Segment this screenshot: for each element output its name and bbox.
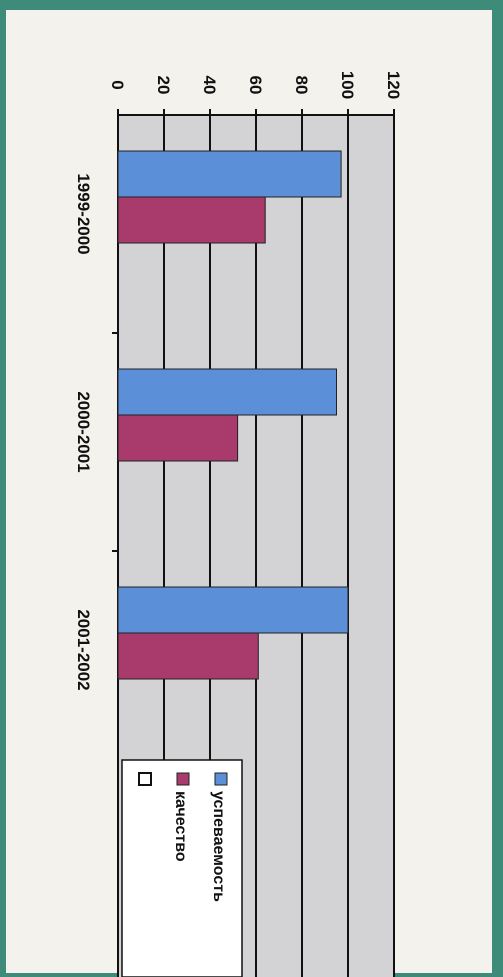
category-label-2000-2001: 2000-2001: [74, 391, 93, 472]
legend-box: [121, 759, 243, 977]
bars: [117, 150, 349, 680]
legend-swatch-uspevaemost: [214, 772, 228, 786]
category-labels: 1999-2000 2000-2001 2001-2002: [74, 173, 118, 691]
bar-uspevaemost-2000-2001: [117, 368, 337, 416]
bar-uspevaemost-1999-2000: [117, 150, 342, 198]
legend-label-kachestvo: качество: [172, 791, 189, 862]
category-label-1999-2000: 1999-2000: [74, 173, 93, 254]
legend-swatch-empty: [138, 772, 152, 786]
legend: успеваемость качество: [121, 759, 243, 977]
bar-kachestvo-1999-2000: [117, 196, 266, 244]
tick-label-80: 80: [292, 76, 311, 95]
tick-label-40: 40: [200, 76, 219, 95]
legend-swatch-kachestvo: [176, 772, 190, 786]
legend-label-uspevaemost: успеваемость: [210, 791, 227, 902]
bar-kachestvo-2000-2001: [117, 414, 239, 462]
category-label-2001-2002: 2001-2002: [74, 609, 93, 690]
bar-uspevaemost-2001-2002: [117, 586, 349, 634]
tick-label-100: 100: [338, 71, 357, 99]
tick-label-120: 120: [384, 71, 403, 99]
tick-label-20: 20: [154, 76, 173, 95]
tick-label-0: 0: [108, 80, 127, 89]
value-ticks: 0 20 40 60 80 100 120: [108, 71, 403, 115]
gridlines: [163, 115, 395, 977]
bar-kachestvo-2001-2002: [117, 632, 259, 680]
tick-label-60: 60: [246, 76, 265, 95]
